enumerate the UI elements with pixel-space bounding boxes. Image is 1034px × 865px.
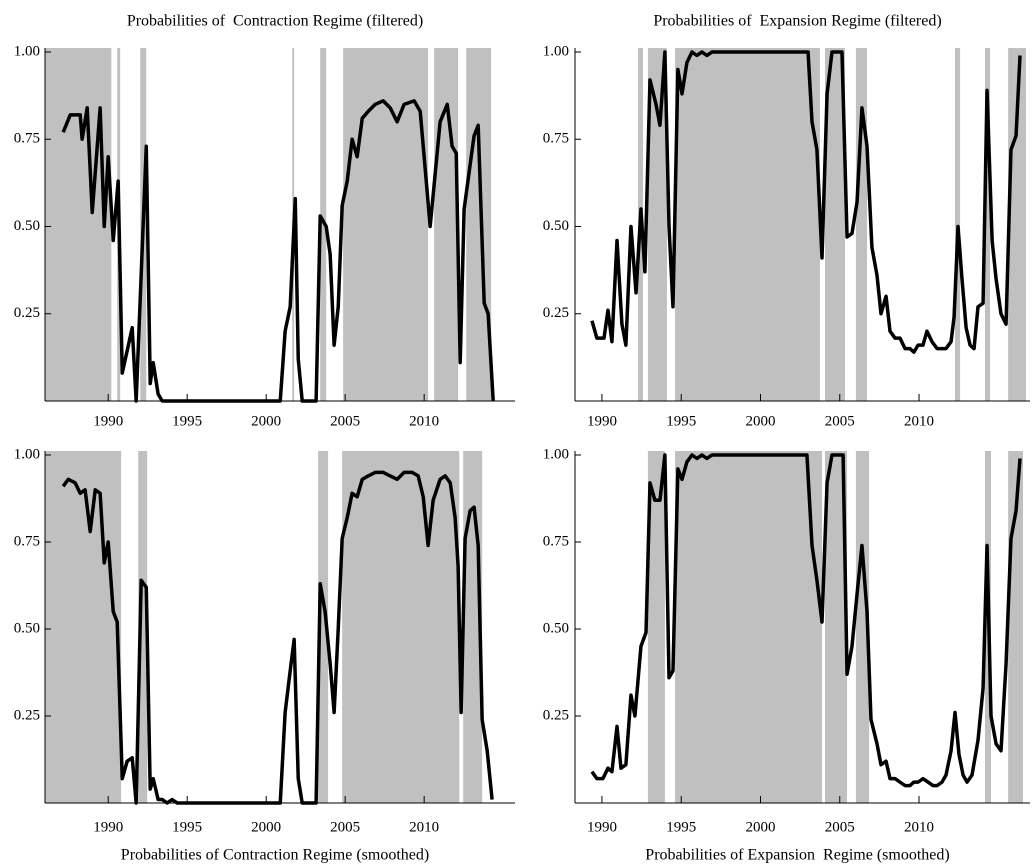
y-tick-label: 1.00 bbox=[543, 43, 569, 59]
x-tick-label: 1990 bbox=[587, 413, 617, 429]
y-tick-label: 0.50 bbox=[543, 218, 569, 234]
x-tick-label: 2005 bbox=[825, 413, 855, 429]
shaded-region bbox=[466, 48, 492, 401]
panel-title: Probabilities of Contraction Regime (smo… bbox=[121, 847, 429, 864]
y-tick-label: 0.75 bbox=[14, 131, 40, 147]
shaded-region bbox=[855, 48, 868, 401]
x-tick-label: 1990 bbox=[93, 819, 123, 835]
shaded-region bbox=[45, 48, 112, 401]
y-tick-label: 0.75 bbox=[543, 533, 569, 549]
series-line bbox=[61, 470, 494, 805]
x-tick-label: 2005 bbox=[330, 819, 360, 835]
shaded-region bbox=[318, 451, 329, 803]
panel: 0.25 0.50 0.75 1.00 1990 1995 2000 2005 2010 Prob… bbox=[14, 446, 515, 864]
shaded-region bbox=[825, 48, 845, 401]
shaded-region bbox=[342, 451, 460, 803]
y-tick-label: 0.75 bbox=[14, 533, 40, 549]
panel-title: Probabilities of Expansion Regime (filte… bbox=[653, 13, 941, 30]
shaded-region bbox=[855, 451, 870, 803]
shaded-region bbox=[675, 451, 822, 803]
x-tick-label: 2000 bbox=[745, 413, 775, 429]
shaded-region bbox=[45, 451, 122, 803]
shaded-region bbox=[647, 48, 667, 401]
y-tick-label: 0.25 bbox=[543, 305, 569, 321]
panel-title: Probabilities of Contraction Regime (fil… bbox=[127, 13, 423, 30]
x-tick-label: 2005 bbox=[330, 413, 360, 429]
series-line bbox=[61, 99, 495, 403]
series-line bbox=[590, 453, 1022, 788]
shaded-region bbox=[138, 451, 148, 803]
y-tick-label: 0.50 bbox=[14, 620, 40, 636]
y-tick-label: 0.75 bbox=[543, 131, 569, 147]
panel-title: Probabilities of Expansion Regime (smoot… bbox=[645, 847, 949, 864]
shaded-region bbox=[1008, 48, 1027, 401]
shaded-region bbox=[675, 48, 820, 401]
x-tick-label: 1995 bbox=[172, 413, 202, 429]
shaded-region bbox=[825, 451, 848, 803]
x-tick-label: 2010 bbox=[409, 819, 439, 835]
x-tick-label: 2010 bbox=[904, 819, 934, 835]
y-tick-label: 1.00 bbox=[14, 446, 40, 462]
shaded-region bbox=[984, 48, 991, 401]
x-tick-label: 1990 bbox=[587, 819, 617, 835]
x-tick-label: 1995 bbox=[666, 819, 696, 835]
series-line bbox=[590, 50, 1022, 354]
panel: 0.25 0.50 0.75 1.00 1990 1995 2000 2005 2010 Prob… bbox=[14, 13, 515, 429]
x-tick-label: 2010 bbox=[904, 413, 934, 429]
y-tick-label: 1.00 bbox=[543, 446, 569, 462]
x-tick-label: 1990 bbox=[93, 413, 123, 429]
x-tick-label: 1995 bbox=[172, 819, 202, 835]
y-tick-label: 0.50 bbox=[543, 620, 569, 636]
y-tick-label: 0.50 bbox=[14, 218, 40, 234]
y-tick-label: 0.25 bbox=[543, 707, 569, 723]
x-tick-label: 2005 bbox=[825, 819, 855, 835]
x-tick-label: 2010 bbox=[409, 413, 439, 429]
y-tick-label: 1.00 bbox=[14, 43, 40, 59]
x-tick-label: 2000 bbox=[745, 819, 775, 835]
y-tick-label: 0.25 bbox=[14, 707, 40, 723]
panel: 0.25 0.50 0.75 1.00 1990 1995 2000 2005 2010 Prob… bbox=[543, 13, 1030, 429]
panel: 0.25 0.50 0.75 1.00 1990 1995 2000 2005 2010 Prob… bbox=[543, 446, 1030, 864]
shaded-region bbox=[434, 48, 459, 401]
shaded-region bbox=[343, 48, 429, 401]
shaded-region bbox=[647, 451, 665, 803]
x-tick-label: 2000 bbox=[251, 819, 281, 835]
y-tick-label: 0.25 bbox=[14, 305, 40, 321]
x-tick-label: 2000 bbox=[251, 413, 281, 429]
x-tick-label: 1995 bbox=[666, 413, 696, 429]
shaded-region bbox=[955, 48, 961, 401]
